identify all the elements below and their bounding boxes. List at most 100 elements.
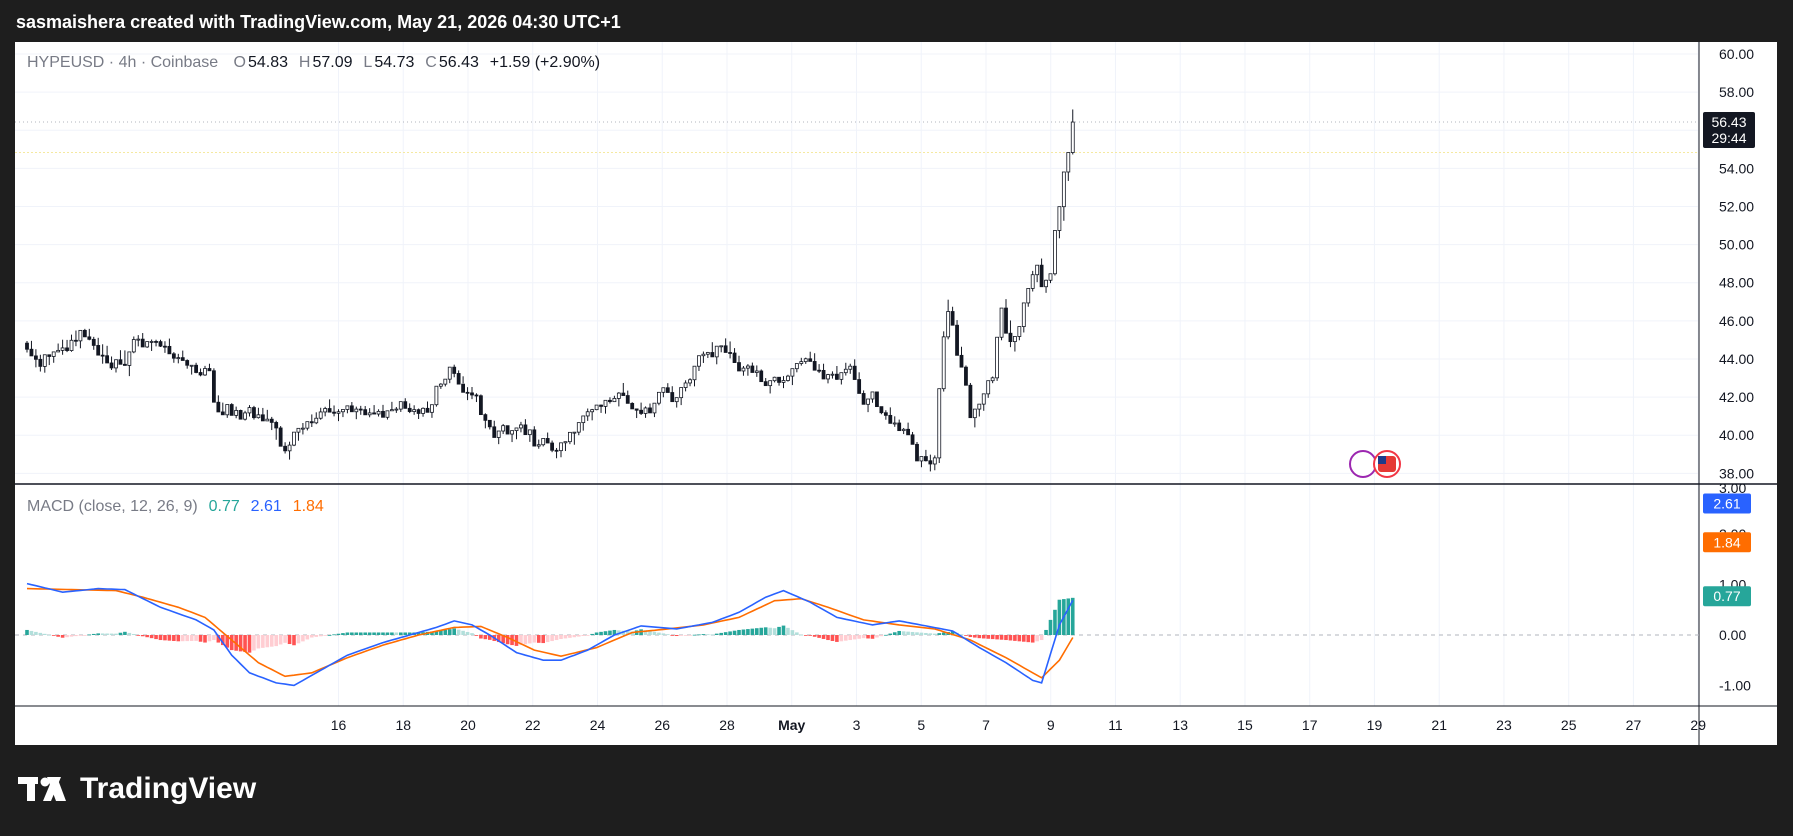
- candle-body[interactable]: [910, 434, 915, 445]
- candle-body[interactable]: [826, 374, 830, 380]
- candle-body[interactable]: [581, 415, 586, 424]
- candle-body[interactable]: [990, 377, 995, 382]
- candle-body[interactable]: [790, 368, 795, 377]
- candle-body[interactable]: [1017, 326, 1022, 337]
- candle-body[interactable]: [754, 370, 759, 373]
- candle-body[interactable]: [634, 408, 639, 411]
- candle-body[interactable]: [839, 372, 844, 380]
- candle-body[interactable]: [149, 341, 154, 343]
- candle-body[interactable]: [425, 407, 430, 413]
- candle-body[interactable]: [875, 391, 879, 408]
- candle-body[interactable]: [777, 376, 781, 383]
- candle-body[interactable]: [821, 369, 826, 380]
- candle-body[interactable]: [723, 345, 728, 353]
- candle-body[interactable]: [430, 404, 434, 413]
- candle-body[interactable]: [25, 342, 29, 350]
- candle-body[interactable]: [29, 348, 34, 357]
- candle-body[interactable]: [176, 357, 181, 360]
- candle-body[interactable]: [314, 417, 319, 424]
- candle-body[interactable]: [625, 395, 630, 404]
- candle-body[interactable]: [585, 411, 590, 417]
- candle-body[interactable]: [260, 414, 265, 422]
- candle-body[interactable]: [96, 345, 101, 356]
- candle-body[interactable]: [1066, 152, 1071, 173]
- candle-body[interactable]: [986, 380, 991, 395]
- candle-body[interactable]: [621, 392, 626, 396]
- candle-body[interactable]: [1057, 206, 1062, 231]
- candle-body[interactable]: [207, 368, 212, 372]
- candle-body[interactable]: [901, 428, 906, 432]
- candle-body[interactable]: [897, 422, 902, 432]
- candle-body[interactable]: [639, 409, 643, 414]
- candle-body[interactable]: [283, 445, 288, 452]
- candle-body[interactable]: [274, 422, 279, 429]
- candle-body[interactable]: [354, 408, 359, 413]
- candle-body[interactable]: [140, 338, 145, 348]
- candle-body[interactable]: [1013, 336, 1017, 343]
- candle-body[interactable]: [292, 431, 296, 446]
- candle-body[interactable]: [701, 353, 706, 357]
- candle-body[interactable]: [225, 404, 230, 416]
- candle-body[interactable]: [968, 384, 973, 419]
- candle-body[interactable]: [648, 407, 652, 414]
- candle-body[interactable]: [256, 414, 261, 419]
- candle-body[interactable]: [1039, 264, 1044, 288]
- candle-body[interactable]: [118, 359, 123, 365]
- candle-body[interactable]: [746, 365, 750, 369]
- candle-body[interactable]: [461, 383, 466, 393]
- candle-body[interactable]: [728, 352, 732, 354]
- candle-body[interactable]: [532, 429, 537, 447]
- candle-body[interactable]: [799, 361, 804, 364]
- candle-body[interactable]: [189, 364, 194, 367]
- candle-body[interactable]: [688, 379, 692, 384]
- candle-body[interactable]: [781, 380, 786, 383]
- candle-body[interactable]: [719, 345, 724, 348]
- candle-body[interactable]: [768, 380, 773, 387]
- candle-body[interactable]: [554, 449, 559, 452]
- candle-body[interactable]: [376, 410, 381, 415]
- candle-body[interactable]: [421, 407, 425, 414]
- candle-body[interactable]: [470, 392, 474, 396]
- candle-body[interactable]: [60, 347, 65, 351]
- candle-body[interactable]: [123, 363, 127, 366]
- candle-body[interactable]: [78, 329, 83, 342]
- candle-body[interactable]: [145, 341, 150, 348]
- candle-body[interactable]: [327, 408, 332, 413]
- candle-body[interactable]: [100, 354, 105, 357]
- candle-body[interactable]: [501, 425, 506, 432]
- candle-body[interactable]: [906, 428, 910, 436]
- candle-body[interactable]: [381, 410, 385, 418]
- candle-body[interactable]: [981, 393, 986, 405]
- candle-body[interactable]: [332, 411, 336, 414]
- candle-body[interactable]: [447, 366, 452, 380]
- candle-body[interactable]: [523, 424, 528, 436]
- candle-body[interactable]: [42, 354, 47, 367]
- candle-body[interactable]: [1070, 121, 1075, 153]
- candle-body[interactable]: [1053, 230, 1057, 275]
- candle-body[interactable]: [56, 349, 61, 353]
- candle-body[interactable]: [434, 385, 439, 406]
- candle-body[interactable]: [924, 456, 928, 462]
- candle-body[interactable]: [318, 411, 323, 419]
- candle-body[interactable]: [496, 430, 501, 438]
- candle-body[interactable]: [879, 406, 884, 414]
- candle-body[interactable]: [866, 398, 870, 405]
- candle-body[interactable]: [109, 362, 114, 369]
- candle-body[interactable]: [229, 404, 234, 416]
- candle-body[interactable]: [786, 375, 790, 381]
- candle-body[interactable]: [220, 411, 225, 416]
- candle-body[interactable]: [1035, 264, 1040, 276]
- candle-body[interactable]: [341, 409, 345, 413]
- candle-body[interactable]: [1048, 273, 1053, 281]
- candle-body[interactable]: [536, 444, 541, 447]
- candle-body[interactable]: [252, 407, 256, 419]
- candle-body[interactable]: [1008, 332, 1013, 343]
- candle-body[interactable]: [363, 409, 368, 416]
- candle-body[interactable]: [964, 366, 968, 386]
- candle-body[interactable]: [697, 355, 701, 367]
- candle-body[interactable]: [941, 336, 946, 390]
- candle-body[interactable]: [594, 404, 599, 411]
- candle-body[interactable]: [74, 339, 78, 342]
- candle-body[interactable]: [683, 382, 688, 388]
- candle-body[interactable]: [741, 367, 746, 372]
